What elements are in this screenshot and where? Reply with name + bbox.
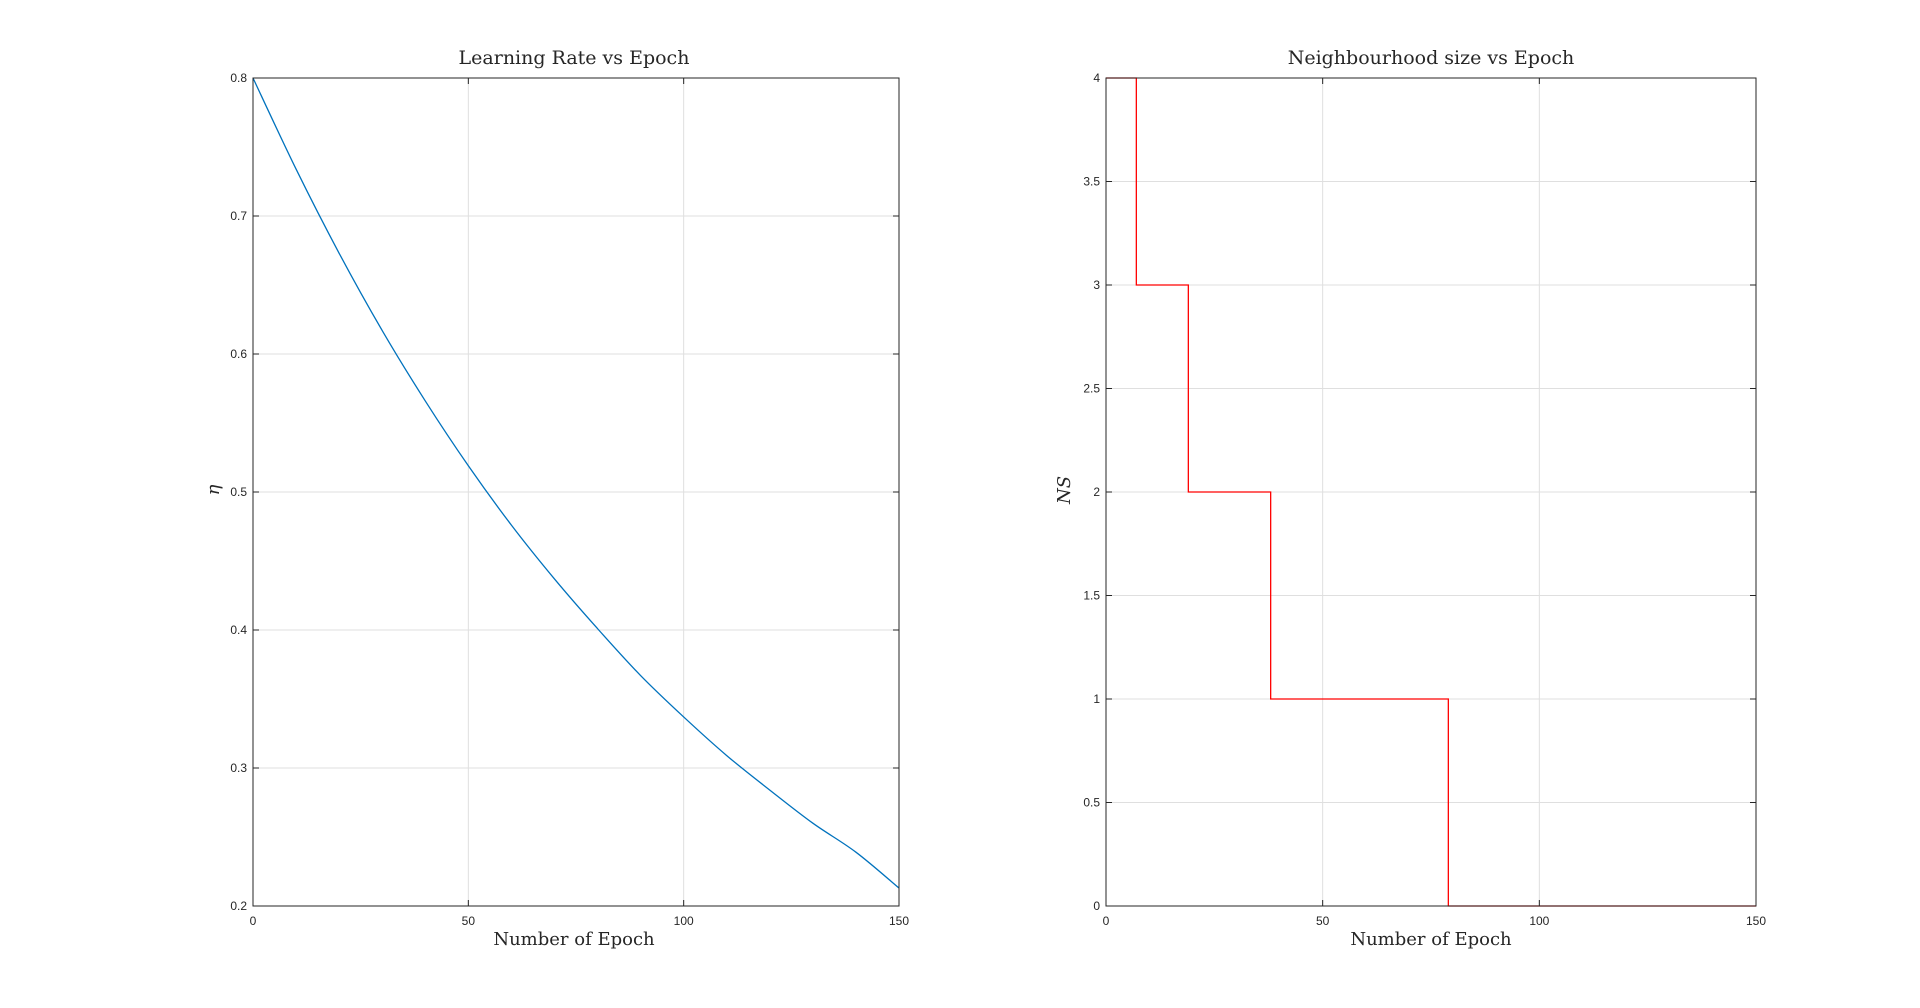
learning-rate-xtick-label: 100 (674, 914, 694, 928)
learning-rate-xtick-label: 50 (462, 914, 476, 928)
neighbourhood-size-chart: 0 50 100 150 0 0.5 1 1.5 2 2.5 3 3.5 4 Neighbourhood… (1054, 47, 1766, 950)
learning-rate-ytick-label: 0.3 (230, 761, 247, 775)
learning-rate-ylabel: η (203, 484, 224, 495)
neighbourhood-size-xtick-label: 50 (1316, 914, 1330, 928)
neighbourhood-size-title: Neighbourhood size vs Epoch (1288, 47, 1575, 69)
learning-rate-ytick-label: 0.5 (230, 485, 247, 499)
learning-rate-series-line (252, 77, 900, 889)
learning-rate-xtick-label: 0 (250, 914, 257, 928)
neighbourhood-size-ytick-label: 2 (1093, 485, 1100, 499)
learning-rate-ytick-label: 0.2 (230, 899, 247, 913)
learning-rate-axes: 0 50 100 150 0.2 0.3 0.4 0.5 0.6 0.7 0.8 (230, 71, 909, 928)
neighbourhood-size-ylabel: NS (1054, 476, 1075, 505)
learning-rate-ytick-label: 0.7 (230, 209, 247, 223)
neighbourhood-size-ytick-label: 0 (1093, 899, 1100, 913)
learning-rate-xtick-label: 150 (889, 914, 909, 928)
learning-rate-ytick-label: 0.4 (230, 623, 247, 637)
learning-rate-axes-box (252, 77, 900, 907)
learning-rate-chart: 0 50 100 150 0.2 0.3 0.4 0.5 0.6 0.7 0.8 Learning … (203, 47, 909, 950)
neighbourhood-size-ytick-label: 1.5 (1083, 589, 1100, 603)
learning-rate-title: Learning Rate vs Epoch (459, 47, 690, 69)
neighbourhood-size-plot-area (1106, 77, 1756, 907)
neighbourhood-size-xtick-label: 0 (1103, 914, 1110, 928)
neighbourhood-size-ytick-label: 3 (1093, 278, 1100, 292)
learning-rate-xlabel: Number of Epoch (493, 929, 655, 950)
neighbourhood-size-ytick-label: 2.5 (1083, 382, 1100, 396)
learning-rate-plot-area (252, 77, 900, 889)
neighbourhood-size-ytick-label: 3.5 (1083, 175, 1100, 189)
neighbourhood-size-ytick-label: 1 (1093, 692, 1100, 706)
learning-rate-grid (252, 77, 900, 907)
neighbourhood-size-xlabel: Number of Epoch (1350, 929, 1512, 950)
neighbourhood-size-axes: 0 50 100 150 0 0.5 1 1.5 2 2.5 3 3.5 4 (1083, 71, 1766, 928)
neighbourhood-size-ytick-label: 0.5 (1083, 796, 1100, 810)
neighbourhood-size-ytick-label: 4 (1093, 71, 1100, 85)
learning-rate-ytick-label: 0.8 (230, 71, 247, 85)
neighbourhood-size-series-line (1106, 77, 1756, 907)
neighbourhood-size-xtick-label: 100 (1529, 914, 1549, 928)
neighbourhood-size-xtick-label: 150 (1746, 914, 1766, 928)
neighbourhood-size-axes-box (1105, 77, 1757, 907)
learning-rate-ytick-label: 0.6 (230, 347, 247, 361)
